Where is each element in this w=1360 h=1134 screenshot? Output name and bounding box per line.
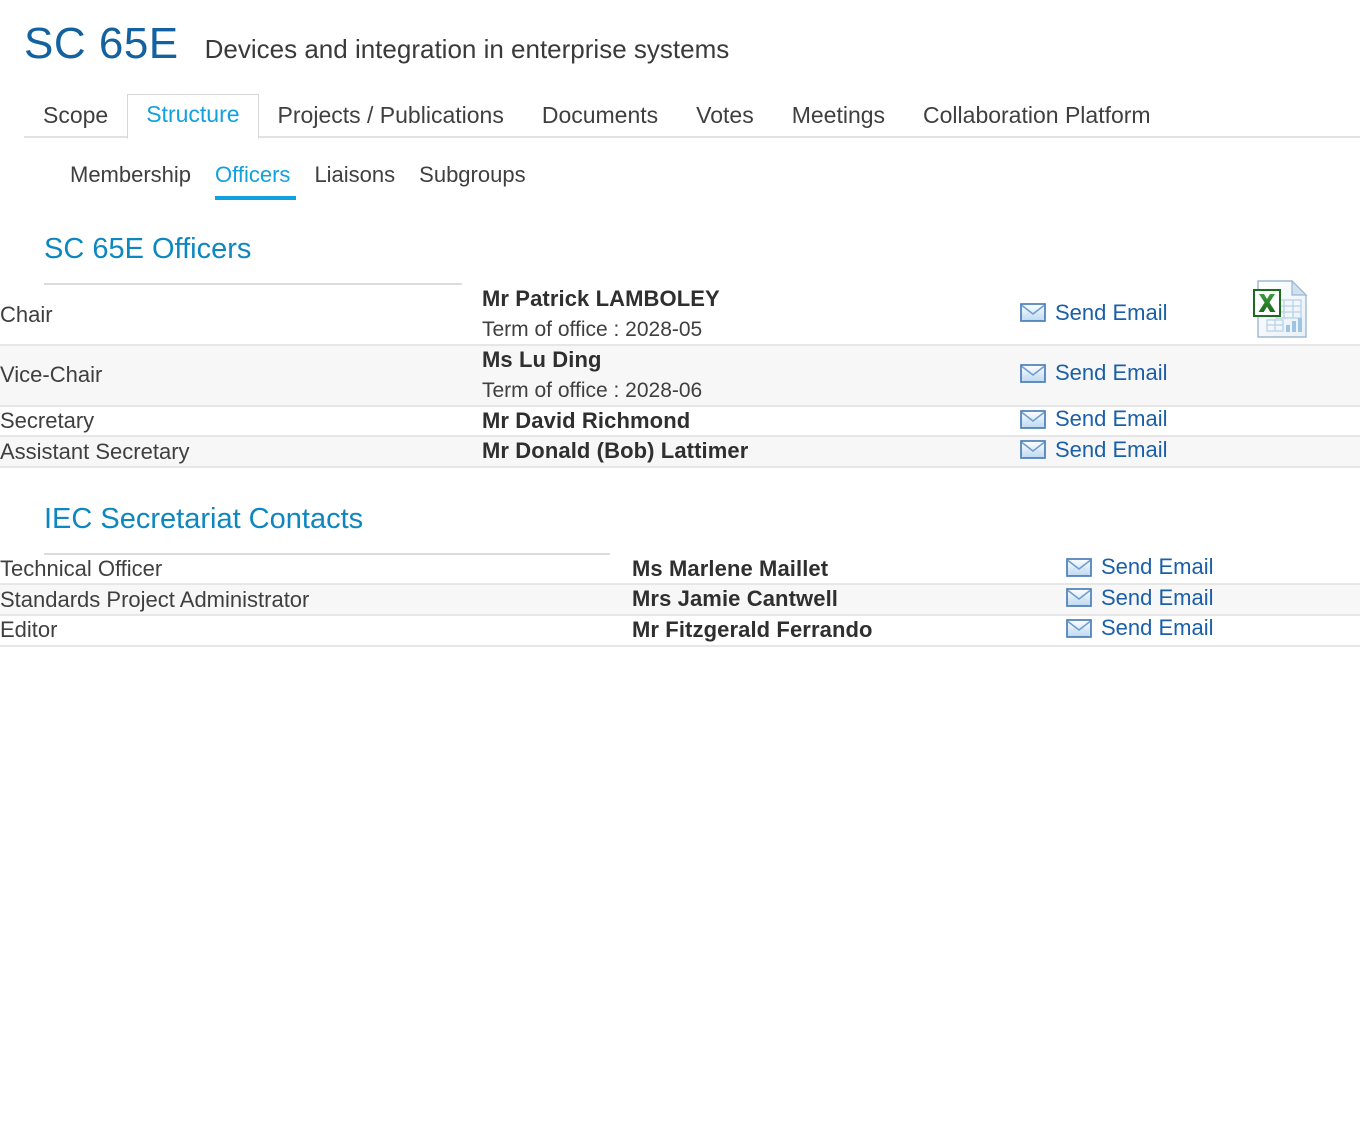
person-cell: Mr Donald (Bob) Lattimer xyxy=(452,436,1012,467)
person-cell: Mr Fitzgerald Ferrando xyxy=(602,615,1048,646)
role-cell: Vice-Chair xyxy=(0,345,452,406)
table-row: Editor Mr Fitzgerald Ferrando Send Email xyxy=(0,615,1360,646)
envelope-icon xyxy=(1020,303,1046,322)
action-cell: Send Email xyxy=(1048,584,1360,615)
officers-table: Chair Mr Patrick LAMBOLEY Term of office :… xyxy=(0,285,1360,468)
person-name: Mr Donald (Bob) Lattimer xyxy=(482,438,749,464)
send-email-link[interactable]: Send Email xyxy=(1020,436,1168,462)
role-label: Vice-Chair xyxy=(0,362,103,388)
envelope-icon xyxy=(1066,588,1092,608)
secretariat-section: IEC Secretariat Contacts Technical Offic… xyxy=(0,502,1360,647)
send-email-label: Send Email xyxy=(1055,406,1168,432)
envelope-icon xyxy=(1066,619,1092,638)
send-email-label: Send Email xyxy=(1101,584,1214,610)
send-email-link[interactable]: Send Email xyxy=(1066,584,1214,610)
subtab-officers[interactable]: Officers xyxy=(215,164,297,200)
action-cell: Send Email xyxy=(1012,436,1360,467)
role-label: Secretary xyxy=(0,408,95,434)
role-cell: Assistant Secretary xyxy=(0,436,452,467)
send-email-label: Send Email xyxy=(1055,360,1168,386)
table-row: Standards Project Administrator Mrs Jamie… xyxy=(0,584,1360,615)
tab-votes[interactable]: Votes xyxy=(696,102,754,128)
tab-meetings[interactable]: Meetings xyxy=(791,102,886,128)
subtab-liaisons[interactable]: Liaisons xyxy=(314,162,396,187)
tab-structure[interactable]: Structure xyxy=(127,94,259,139)
table-row: Vice-Chair Ms Lu Ding Term of office : 202… xyxy=(0,344,1360,406)
table-row: Technical Officer Ms Marlene Maillet Send … xyxy=(0,555,1360,585)
term-of-office: Term of office : 2028-06 xyxy=(482,379,703,403)
person-cell: Mr Patrick LAMBOLEY Term of office : 2028… xyxy=(452,285,1012,345)
action-cell: Send Email xyxy=(1012,345,1360,406)
role-cell: Standards Project Administrator xyxy=(0,584,602,615)
envelope-icon xyxy=(1020,409,1046,429)
role-cell: Technical Officer xyxy=(0,555,602,585)
page-title: Devices and integration in enterprise sy… xyxy=(204,34,730,64)
tab-collaboration-platform[interactable]: Collaboration Platform xyxy=(923,102,1151,128)
send-email-link[interactable]: Send Email xyxy=(1020,362,1168,384)
role-label: Assistant Secretary xyxy=(0,438,190,464)
officers-section-header: SC 65E Officers xyxy=(0,233,1360,285)
person-name: Mrs Jamie Cantwell xyxy=(632,586,838,612)
sub-tab-bar: Membership Officers Liaisons Subgroups xyxy=(0,164,1360,200)
term-of-office: Term of office : 2028-05 xyxy=(482,318,703,342)
secretariat-table: Technical Officer Ms Marlene Maillet Send … xyxy=(0,555,1360,647)
person-cell: Mr David Richmond xyxy=(452,406,1012,437)
person-name: Mr Patrick LAMBOLEY xyxy=(482,285,720,311)
person-name: Ms Marlene Maillet xyxy=(632,555,829,581)
role-label: Standards Project Administrator xyxy=(0,586,310,612)
officers-section: SC 65E Officers Chair Mr Patrick LAMBOLEY… xyxy=(0,233,1360,468)
person-cell: Mrs Jamie Cantwell xyxy=(602,584,1048,615)
send-email-link[interactable]: Send Email xyxy=(1020,408,1168,430)
role-cell: Chair xyxy=(0,285,452,345)
person-name: Ms Lu Ding xyxy=(482,346,602,372)
person-cell: Ms Lu Ding Term of office : 2028-06 xyxy=(452,345,1012,406)
send-email-label: Send Email xyxy=(1055,299,1168,325)
role-cell: Secretary xyxy=(0,406,452,437)
officers-section-title: SC 65E Officers xyxy=(44,233,252,265)
action-cell: Send Email xyxy=(1012,285,1360,345)
table-row: Assistant Secretary Mr Donald (Bob) Latti… xyxy=(0,436,1360,467)
send-email-label: Send Email xyxy=(1101,615,1214,641)
main-tab-bar: Scope Structure Projects / Publications Doc… xyxy=(0,90,1360,139)
send-email-label: Send Email xyxy=(1101,554,1214,580)
excel-export-icon[interactable] xyxy=(1252,278,1312,340)
person-cell: Ms Marlene Maillet xyxy=(602,555,1048,585)
secretariat-section-header: IEC Secretariat Contacts xyxy=(0,502,1360,555)
envelope-icon xyxy=(1020,440,1046,460)
committee-reference: SC 65E xyxy=(24,19,179,68)
tab-projects-publications[interactable]: Projects / Publications xyxy=(277,102,504,128)
action-cell: Send Email xyxy=(1048,555,1360,585)
table-row: Chair Mr Patrick LAMBOLEY Term of office :… xyxy=(0,285,1360,345)
subtab-subgroups[interactable]: Subgroups xyxy=(419,162,526,187)
send-email-label: Send Email xyxy=(1055,436,1168,462)
role-label: Technical Officer xyxy=(0,556,163,582)
tab-scope[interactable]: Scope xyxy=(43,102,109,128)
send-email-link[interactable]: Send Email xyxy=(1066,617,1214,639)
envelope-icon xyxy=(1020,364,1046,383)
person-name: Mr David Richmond xyxy=(482,407,691,433)
role-label: Chair xyxy=(0,301,53,327)
send-email-link[interactable]: Send Email xyxy=(1020,299,1168,325)
secretariat-section-title: IEC Secretariat Contacts xyxy=(44,502,364,535)
send-email-link[interactable]: Send Email xyxy=(1066,556,1214,578)
action-cell: Send Email xyxy=(1012,406,1360,437)
section-divider xyxy=(44,552,610,555)
page-header: SC 65E Devices and integration in enterp… xyxy=(0,0,1360,66)
tab-documents[interactable]: Documents xyxy=(541,102,659,128)
person-name: Mr Fitzgerald Ferrando xyxy=(632,616,873,642)
section-divider xyxy=(44,282,462,285)
excel-export-glyph xyxy=(1253,279,1308,338)
envelope-icon xyxy=(1066,557,1092,577)
table-row: Secretary Mr David Richmond Send Email xyxy=(0,406,1360,437)
role-label: Editor xyxy=(0,617,58,643)
role-cell: Editor xyxy=(0,615,602,646)
action-cell: Send Email xyxy=(1048,615,1360,646)
subtab-membership[interactable]: Membership xyxy=(70,162,192,187)
